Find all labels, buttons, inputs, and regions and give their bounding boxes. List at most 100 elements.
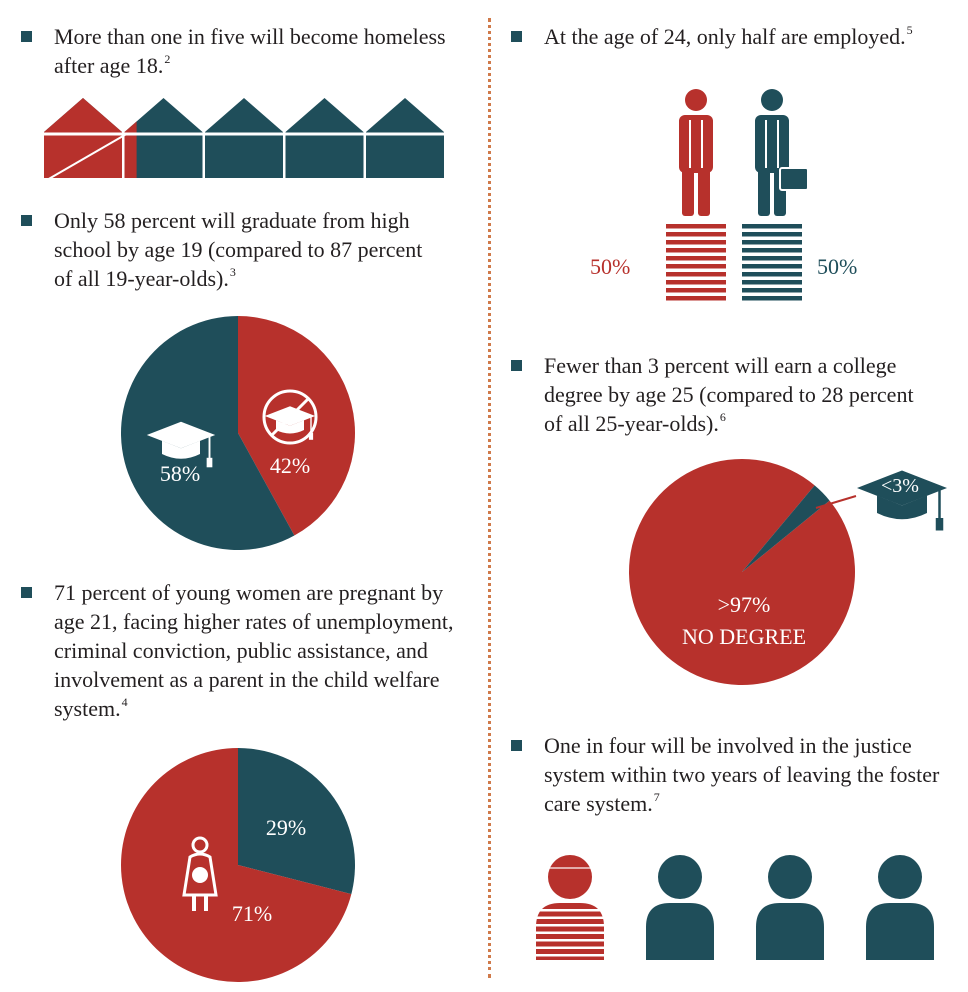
pedestal-stripe bbox=[666, 280, 726, 285]
person-shoulders bbox=[756, 903, 824, 960]
employment-pictograph bbox=[666, 89, 809, 301]
prison-stripe bbox=[534, 954, 606, 957]
pedestal-stripe bbox=[742, 272, 802, 277]
pie-slice-degree bbox=[742, 485, 830, 572]
pedestal-stripe bbox=[742, 264, 802, 269]
house-shape bbox=[285, 98, 364, 178]
prison-stripe bbox=[534, 924, 606, 927]
ban-slash bbox=[270, 397, 310, 437]
stat-text: Only 58 percent will graduate from high … bbox=[54, 208, 423, 291]
callout-line bbox=[815, 495, 857, 509]
pedestal-stripe bbox=[742, 248, 802, 253]
baby-bump bbox=[192, 867, 208, 883]
pedestal-stripe bbox=[666, 256, 726, 261]
bullet-square-icon bbox=[511, 360, 522, 371]
employment-label-unemployed: 50% bbox=[590, 254, 631, 279]
house-icon bbox=[285, 98, 364, 178]
bullet-square-icon bbox=[21, 215, 32, 226]
pregnant-woman-icon bbox=[182, 836, 218, 911]
stat-text: At the age of 24, only half are employed… bbox=[544, 24, 906, 49]
pie-chart-college: >97% NO DEGREE <3% bbox=[629, 459, 947, 686]
footnote-marker: 2 bbox=[164, 52, 171, 66]
house-icon bbox=[205, 98, 283, 178]
person-head bbox=[658, 855, 702, 899]
bullet-square-icon bbox=[511, 31, 522, 42]
pedestal-stripe bbox=[666, 272, 726, 277]
person-icon bbox=[756, 855, 824, 960]
house-icon bbox=[44, 98, 122, 178]
house-icon bbox=[124, 98, 203, 178]
pedestal-employed bbox=[742, 224, 802, 301]
pie-label-29: 29% bbox=[266, 815, 306, 840]
pedestal-stripe bbox=[666, 240, 726, 245]
pedestal-stripe bbox=[742, 224, 802, 229]
dotted-divider bbox=[488, 18, 491, 978]
person-shoulders bbox=[646, 903, 714, 960]
house-shape bbox=[205, 98, 283, 178]
prison-stripe bbox=[534, 939, 606, 942]
person-head bbox=[761, 89, 783, 111]
no-graduation-cap-icon bbox=[262, 389, 318, 445]
ban-circle bbox=[262, 389, 318, 445]
bullet-square-icon bbox=[511, 740, 522, 751]
stat-text: More than one in five will become homele… bbox=[54, 24, 446, 78]
footnote-marker: 3 bbox=[229, 265, 236, 279]
woman-dress bbox=[182, 852, 218, 897]
pie-chart-graduation: 58% 42% bbox=[120, 316, 355, 550]
pedestal-stripe bbox=[666, 248, 726, 253]
stat-pregnant: 71 percent of young women are pregnant b… bbox=[21, 578, 464, 723]
person-icon bbox=[534, 855, 606, 960]
pie-slice-no-degree bbox=[629, 459, 855, 686]
house-highlight bbox=[44, 98, 122, 178]
pie-label-3: <3% bbox=[881, 475, 919, 497]
house-shape bbox=[366, 98, 444, 178]
prison-stripe bbox=[534, 916, 606, 919]
bullet-square-icon bbox=[21, 587, 32, 598]
pie-label-58: 58% bbox=[160, 461, 200, 486]
pedestal-stripe bbox=[666, 296, 726, 301]
person-torso bbox=[679, 115, 713, 173]
houses-pictograph bbox=[39, 98, 444, 185]
cap-crown bbox=[877, 495, 927, 520]
person-leg-left bbox=[682, 168, 694, 216]
pedestal-stripe bbox=[742, 280, 802, 285]
pedestal-stripe bbox=[742, 232, 802, 237]
cap-tassel bbox=[935, 518, 944, 531]
prison-stripe bbox=[534, 909, 606, 912]
pie-label-42: 42% bbox=[270, 453, 310, 478]
footnote-marker: 5 bbox=[906, 23, 913, 37]
person-head bbox=[685, 89, 707, 111]
graduation-cap-icon bbox=[146, 421, 216, 468]
pie-label-97: >97% bbox=[718, 592, 771, 617]
pedestal-stripe bbox=[666, 288, 726, 293]
person-icon bbox=[755, 89, 789, 216]
prison-stripe bbox=[534, 931, 606, 934]
pie-slice-not-pregnant bbox=[238, 748, 355, 895]
stat-employed: At the age of 24, only half are employed… bbox=[511, 22, 964, 51]
pedestal-stripe bbox=[742, 240, 802, 245]
person-head bbox=[878, 855, 922, 899]
pedestal-stripe bbox=[742, 256, 802, 261]
stat-homeless: More than one in five will become homele… bbox=[21, 22, 454, 80]
head-stripe bbox=[546, 867, 594, 869]
bullet-square-icon bbox=[21, 31, 32, 42]
person-icon bbox=[679, 89, 713, 216]
footnote-marker: 6 bbox=[719, 410, 726, 424]
house-slash-line bbox=[39, 133, 128, 185]
person-head bbox=[768, 855, 812, 899]
prison-stripe bbox=[534, 946, 606, 949]
briefcase-icon bbox=[779, 167, 809, 191]
pedestal-unemployed bbox=[666, 224, 726, 301]
footnote-marker: 4 bbox=[121, 695, 128, 709]
house-shape bbox=[124, 98, 203, 178]
pedestal-stripe bbox=[742, 288, 802, 293]
pie-slice-pregnant bbox=[121, 748, 352, 982]
person-torso bbox=[755, 115, 789, 173]
person-icon bbox=[646, 855, 714, 960]
house-highlight bbox=[124, 121, 137, 178]
person-head bbox=[548, 855, 592, 899]
briefcase-body bbox=[779, 167, 809, 191]
person-leg-left bbox=[758, 168, 770, 216]
person-icon bbox=[866, 855, 934, 960]
stat-text: 71 percent of young women are pregnant b… bbox=[54, 580, 454, 721]
